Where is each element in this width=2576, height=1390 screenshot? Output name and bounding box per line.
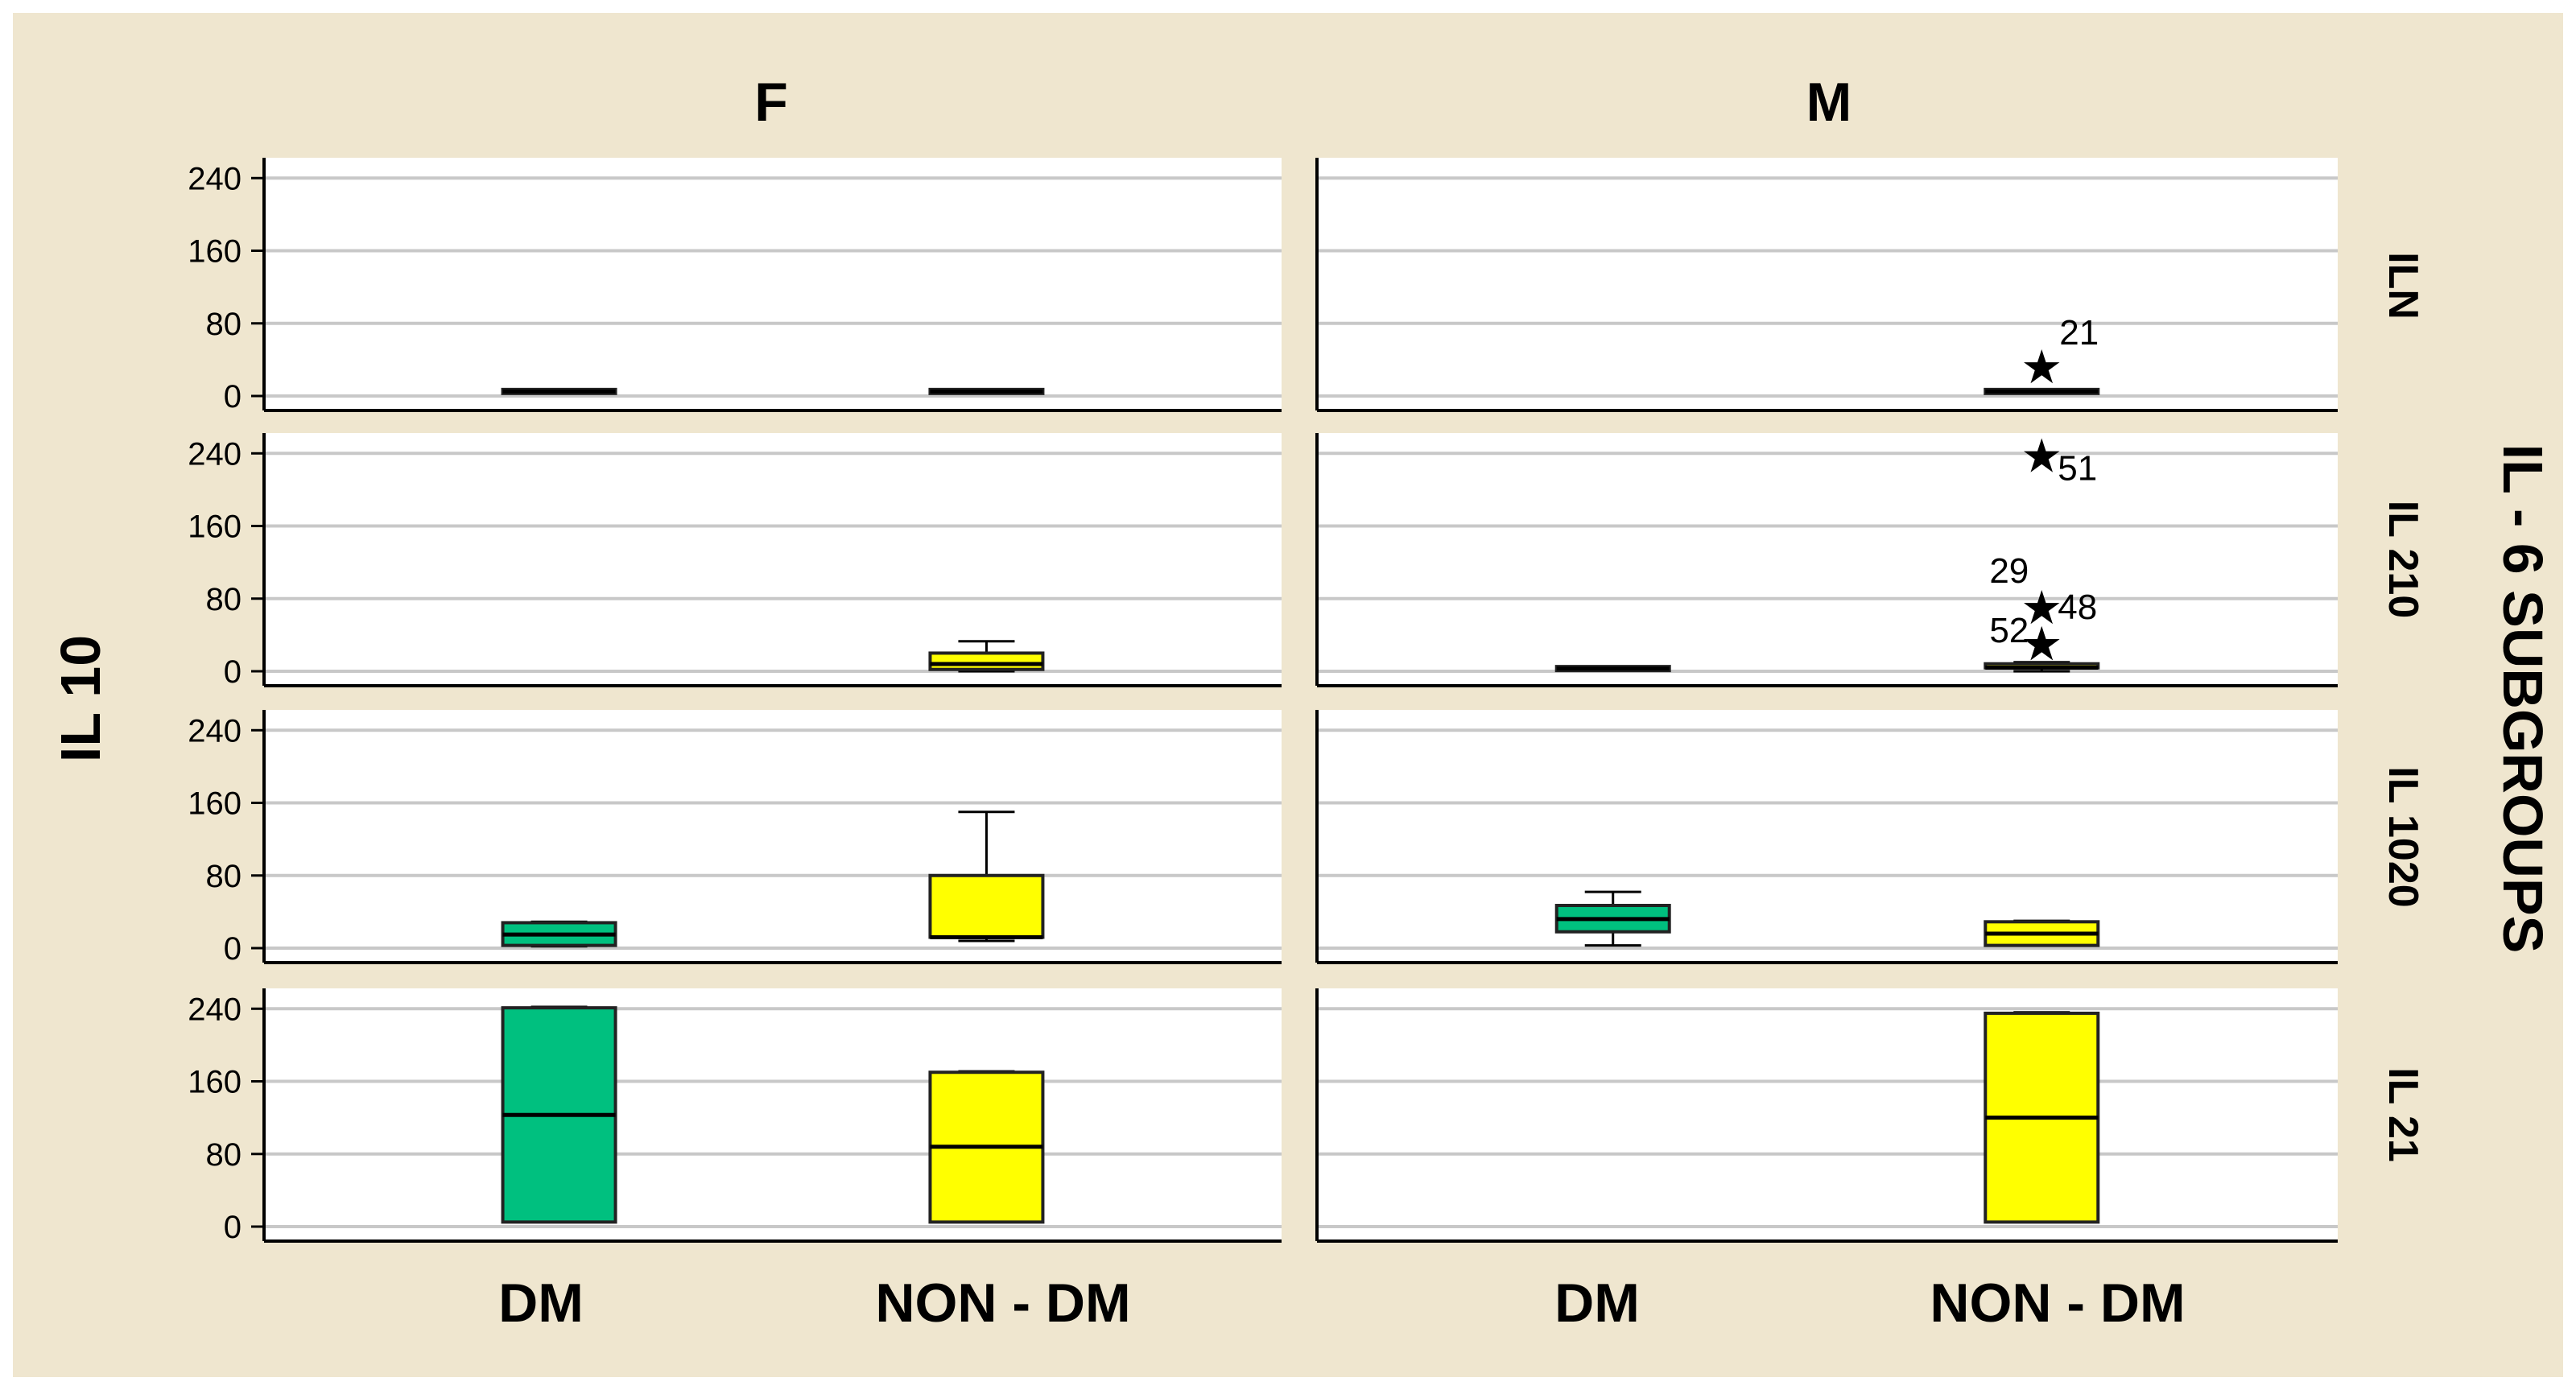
- y-tick-label: 80: [206, 1137, 242, 1173]
- column-header-f: F: [754, 72, 788, 133]
- y-axis-title: IL 10: [49, 635, 112, 762]
- row-label-il-210: IL 210: [2380, 501, 2426, 618]
- panel-il-21-f: 0 80 160 240: [188, 988, 1282, 1245]
- x-label-m-dm: DM: [1554, 1272, 1640, 1334]
- panel-il-21-f-background: [264, 988, 1282, 1241]
- row-group-title: IL - 6 SUBGROUPS: [2491, 444, 2554, 954]
- panel-il-210-m: ★51★48★52★29: [1315, 431, 2338, 687]
- y-tick-label: 160: [188, 1065, 242, 1100]
- box-il-1020-f-dm: [501, 920, 617, 948]
- panel-il-210-f-background: [264, 433, 1282, 686]
- panel-iln-f: 0 80 160 240: [188, 158, 1282, 415]
- panel-il-1020-m-background: [1317, 710, 2338, 963]
- y-tick-label: 0: [224, 931, 242, 967]
- y-tick-label: 0: [224, 379, 242, 415]
- panel-iln-f-background: [264, 158, 1282, 410]
- box-il-210-m-non-dm: [1984, 661, 2100, 673]
- panel-iln-m-background: [1317, 158, 2338, 410]
- box-body: [928, 651, 1045, 671]
- box-il-21-f-non-dm: [928, 1070, 1045, 1224]
- column-header-m: M: [1806, 72, 1852, 133]
- outlier-marker: ★: [2021, 618, 2062, 670]
- row-label-iln: ILN: [2380, 252, 2426, 320]
- box-iln-f-dm: [501, 387, 617, 395]
- panel-il-21-m: [1315, 988, 2338, 1243]
- box-il-1020-f-non-dm: [928, 810, 1045, 942]
- outlier-label: 52: [1989, 611, 2029, 650]
- outlier-label: 21: [2059, 313, 2099, 353]
- x-label-f-non-dm: NON - DM: [875, 1272, 1130, 1334]
- box-il-21-f-dm: [501, 1005, 617, 1224]
- y-tick-label: 240: [188, 436, 242, 472]
- box-il-210-m-dm: [1554, 665, 1671, 673]
- panel-il-210-f: 0 80 160 240: [188, 433, 1282, 690]
- box-il-1020-m-non-dm: [1984, 919, 2100, 947]
- y-tick-label: 160: [188, 234, 242, 270]
- panel-il-1020-m: [1315, 710, 2338, 964]
- outlier-label: 29: [1989, 551, 2029, 591]
- row-label-il-1020: IL 1020: [2380, 766, 2426, 907]
- y-tick-label: 80: [206, 859, 242, 894]
- box-il-210-f-non-dm: [928, 640, 1045, 673]
- panel-il-1020-f-background: [264, 710, 1282, 963]
- y-tick-label: 80: [206, 307, 242, 342]
- y-tick-label: 240: [188, 713, 242, 749]
- outlier-label: 48: [2058, 588, 2097, 627]
- outlier-label: 51: [2058, 449, 2097, 489]
- panel-il-21-m-background: [1317, 988, 2338, 1241]
- panel-il-210-m-background: [1317, 433, 2338, 686]
- box-il-21-m-non-dm: [1984, 1011, 2100, 1224]
- row-label-il-21: IL 21: [2380, 1067, 2426, 1162]
- y-tick-label: 80: [206, 582, 242, 617]
- y-tick-label: 160: [188, 786, 242, 822]
- panel-il-1020-f: 0 80 160 240: [188, 710, 1282, 967]
- x-label-f-dm: DM: [498, 1272, 584, 1334]
- x-label-m-non-dm: NON - DM: [1930, 1272, 2185, 1334]
- outlier-marker: ★: [2021, 618, 2062, 670]
- y-tick-label: 160: [188, 509, 242, 545]
- panel-iln-m: ★21: [1315, 158, 2338, 412]
- box-iln-f-non-dm: [928, 387, 1045, 395]
- y-tick-label: 240: [188, 161, 242, 196]
- y-tick-label: 240: [188, 992, 242, 1027]
- outlier-marker: ★: [2021, 431, 2062, 483]
- outlier-marker: ★: [2021, 582, 2062, 634]
- box-il-1020-m-dm: [1554, 890, 1671, 947]
- y-tick-label: 0: [224, 1210, 242, 1245]
- box-body: [928, 873, 1045, 939]
- y-tick-label: 0: [224, 654, 242, 690]
- outlier-marker: ★: [2021, 341, 2062, 394]
- box-iln-m-non-dm: [1984, 387, 2100, 395]
